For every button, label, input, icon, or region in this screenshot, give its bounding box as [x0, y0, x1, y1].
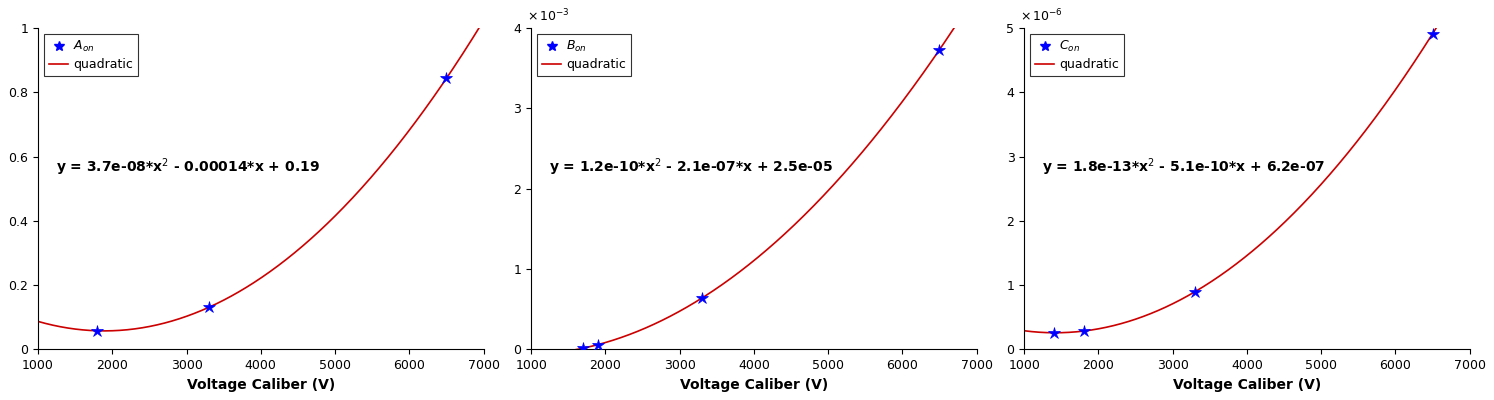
- X-axis label: Voltage Caliber (V): Voltage Caliber (V): [187, 378, 335, 392]
- Legend: $B_{on}$, quadratic: $B_{on}$, quadratic: [538, 34, 630, 76]
- X-axis label: Voltage Caliber (V): Voltage Caliber (V): [680, 378, 828, 392]
- Text: y = 1.2e-10*x$^{2}$ - 2.1e-07*x + 2.5e-05: y = 1.2e-10*x$^{2}$ - 2.1e-07*x + 2.5e-0…: [548, 156, 832, 178]
- Legend: $C_{on}$, quadratic: $C_{on}$, quadratic: [1031, 34, 1123, 76]
- X-axis label: Voltage Caliber (V): Voltage Caliber (V): [1173, 378, 1321, 392]
- Legend: $A_{on}$, quadratic: $A_{on}$, quadratic: [45, 34, 137, 76]
- Text: $\times\,10^{-3}$: $\times\,10^{-3}$: [527, 8, 569, 25]
- Text: $\times\,10^{-6}$: $\times\,10^{-6}$: [1020, 8, 1062, 25]
- Text: y = 3.7e-08*x$^{2}$ - 0.00014*x + 0.19: y = 3.7e-08*x$^{2}$ - 0.00014*x + 0.19: [55, 156, 320, 178]
- Text: y = 1.8e-13*x$^{2}$ - 5.1e-10*x + 6.2e-07: y = 1.8e-13*x$^{2}$ - 5.1e-10*x + 6.2e-0…: [1041, 156, 1325, 178]
